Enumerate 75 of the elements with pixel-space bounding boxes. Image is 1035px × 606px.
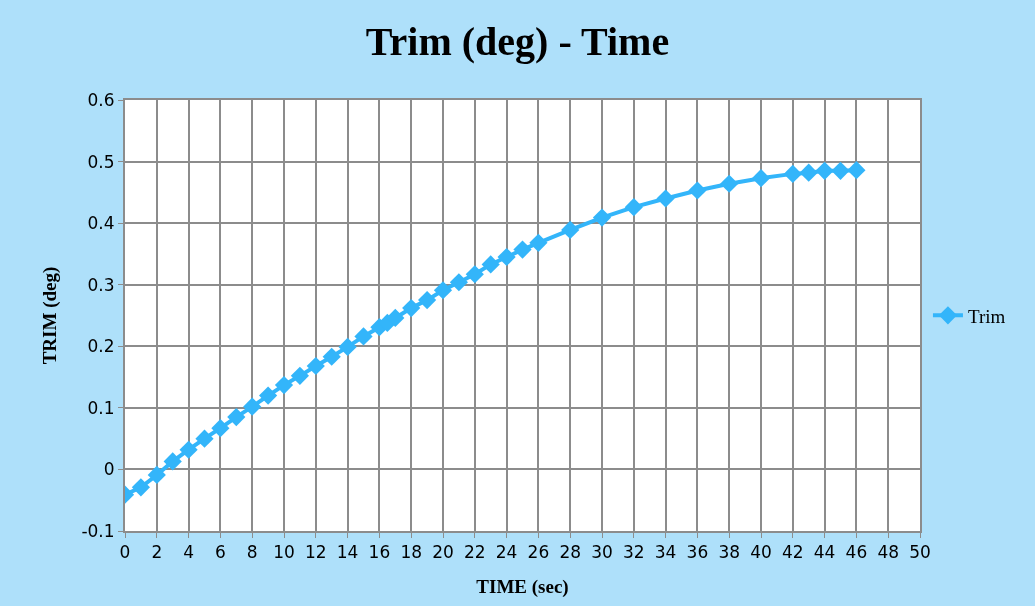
x-tick-label: 40 bbox=[750, 542, 772, 563]
x-tick-label: 12 bbox=[304, 542, 327, 563]
point bbox=[465, 265, 484, 284]
x-tick-label: 10 bbox=[273, 542, 295, 563]
y-tick-label: 0.3 bbox=[87, 274, 115, 295]
y-tick-label: 0.1 bbox=[87, 397, 115, 418]
legend-label: Trim bbox=[967, 305, 1006, 327]
point bbox=[751, 169, 771, 188]
point bbox=[131, 478, 150, 497]
x-tick-label: 24 bbox=[495, 542, 518, 563]
x-tick-label: 16 bbox=[368, 542, 391, 563]
x-tick-label: 4 bbox=[183, 542, 195, 563]
point bbox=[688, 181, 707, 200]
y-axis-title: TRIM (deg) bbox=[38, 266, 61, 365]
point bbox=[656, 189, 675, 208]
x-tick-label: 38 bbox=[718, 542, 741, 563]
point bbox=[449, 273, 468, 292]
point bbox=[354, 327, 373, 346]
x-tick-label: 26 bbox=[527, 542, 550, 563]
point bbox=[211, 419, 230, 438]
point bbox=[195, 429, 214, 448]
x-tick-label: 50 bbox=[909, 542, 931, 563]
point bbox=[497, 247, 516, 267]
point bbox=[592, 208, 612, 227]
x-tick-label: 28 bbox=[559, 542, 582, 563]
y-tick-label: 0 bbox=[103, 459, 115, 480]
x-tick-label: 20 bbox=[432, 542, 454, 563]
point bbox=[799, 163, 818, 182]
x-tick-label: 46 bbox=[845, 542, 868, 563]
x-tick-label: 42 bbox=[781, 542, 804, 563]
point bbox=[259, 386, 278, 405]
y-tick-label: -0.1 bbox=[81, 520, 115, 541]
y-tick-label: 0.2 bbox=[87, 336, 115, 357]
x-tick-label: 36 bbox=[686, 542, 709, 563]
point bbox=[433, 281, 453, 300]
point bbox=[831, 161, 850, 180]
x-tick-label: 32 bbox=[622, 542, 645, 563]
point bbox=[386, 308, 405, 328]
point bbox=[290, 366, 309, 385]
x-axis-title: TIME (sec) bbox=[476, 575, 569, 598]
x-tick-label: 48 bbox=[877, 542, 900, 563]
point bbox=[720, 174, 739, 193]
x-tick-label: 14 bbox=[336, 542, 359, 563]
x-tick-label: 30 bbox=[591, 542, 613, 563]
point bbox=[147, 465, 166, 485]
point bbox=[624, 198, 643, 217]
x-tick-label: 34 bbox=[654, 542, 677, 563]
point bbox=[481, 255, 500, 274]
point bbox=[402, 299, 421, 318]
point bbox=[227, 407, 246, 427]
point bbox=[513, 240, 532, 259]
point bbox=[274, 375, 294, 395]
point bbox=[847, 161, 866, 180]
x-tick-label: 18 bbox=[400, 542, 423, 563]
point bbox=[306, 356, 325, 376]
x-tick-label: 2 bbox=[151, 542, 163, 563]
point bbox=[418, 291, 437, 310]
x-tick-label: 6 bbox=[214, 542, 226, 563]
y-tick-label: 0.5 bbox=[87, 151, 115, 172]
y-tick-label: 0.4 bbox=[87, 213, 115, 234]
point bbox=[529, 233, 548, 252]
y-tick-label: 0.6 bbox=[87, 89, 115, 110]
x-tick-label: 44 bbox=[813, 542, 836, 563]
x-tick-label: 0 bbox=[119, 542, 131, 563]
point bbox=[338, 337, 357, 356]
point bbox=[561, 220, 580, 240]
point bbox=[322, 347, 341, 366]
point bbox=[783, 164, 802, 183]
x-tick-label: 8 bbox=[246, 542, 258, 563]
chart-title: Trim (deg) - Time bbox=[365, 19, 670, 65]
point bbox=[163, 452, 182, 471]
point bbox=[243, 397, 262, 416]
point bbox=[179, 440, 198, 459]
point bbox=[815, 161, 834, 180]
x-tick-label: 22 bbox=[463, 542, 486, 563]
